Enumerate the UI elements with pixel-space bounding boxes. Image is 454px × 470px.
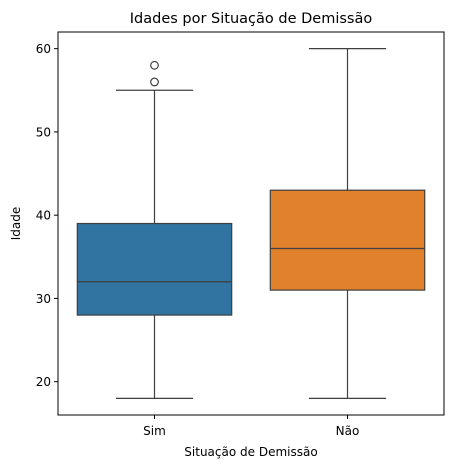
y-tick-label: 30: [36, 292, 51, 306]
x-axis: Sim Não: [143, 415, 359, 438]
box-nao: [270, 49, 424, 399]
iqr-box: [270, 190, 424, 290]
x-axis-title: Situação de Demissão: [184, 445, 317, 459]
x-tick-label: Não: [336, 424, 360, 438]
box-series: [77, 49, 424, 399]
outlier-point: [151, 78, 159, 86]
x-tick-label: Sim: [143, 424, 166, 438]
y-tick-label: 60: [36, 42, 51, 56]
y-tick-label: 20: [36, 375, 51, 389]
outlier-point: [151, 62, 159, 70]
y-tick-label: 50: [36, 125, 51, 139]
chart-title: Idades por Situação de Demissão: [130, 11, 373, 27]
y-tick-label: 40: [36, 209, 51, 223]
y-axis: 20 30 40 50 60: [36, 42, 58, 389]
iqr-box: [77, 224, 231, 316]
y-axis-title: Idade: [9, 207, 23, 241]
box-sim: [77, 62, 231, 399]
